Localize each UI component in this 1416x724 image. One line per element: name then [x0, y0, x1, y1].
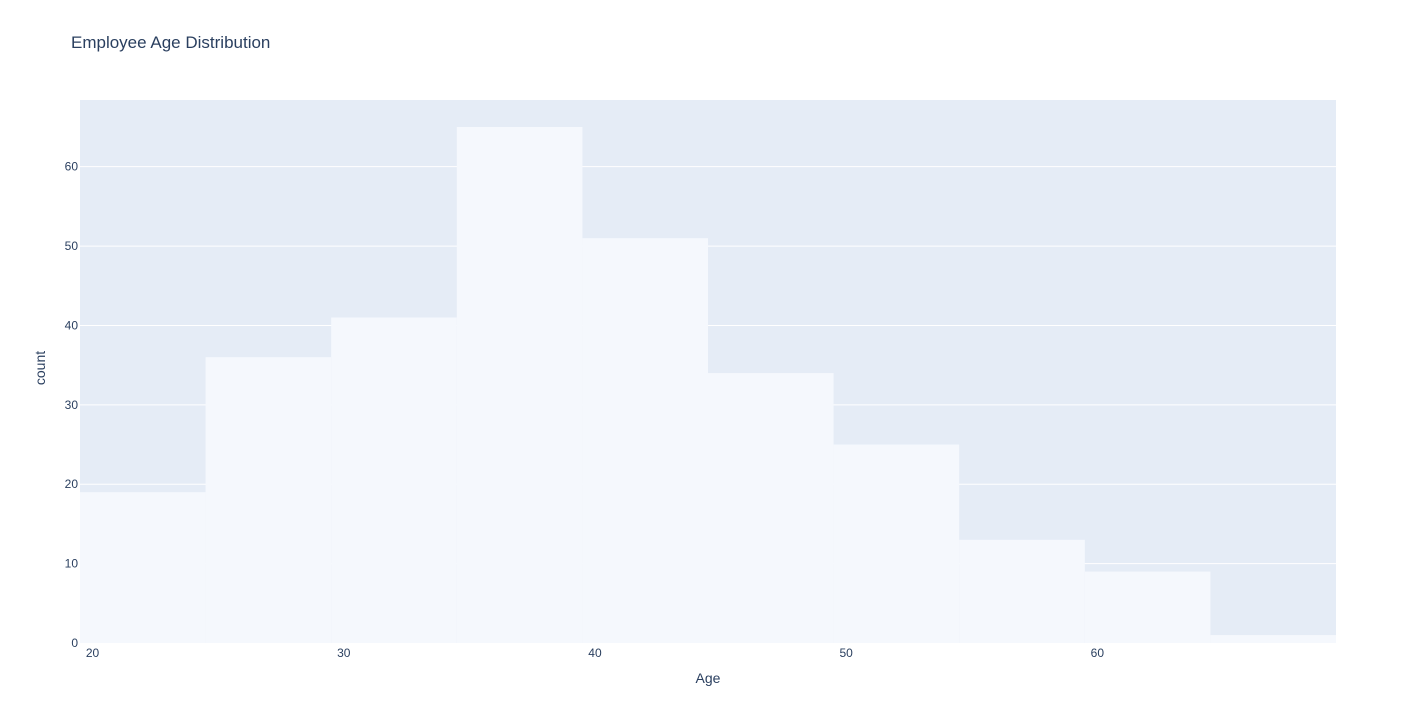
y-tick-label: 50 [65, 239, 79, 253]
histogram-bar[interactable] [582, 238, 708, 643]
y-tick-label: 10 [65, 557, 79, 571]
y-tick-label: 40 [65, 318, 79, 332]
x-axis-title: Age [695, 670, 721, 686]
bars-layer [80, 126, 1336, 644]
x-tick-label: 30 [337, 646, 351, 660]
y-tick-label: 0 [71, 636, 78, 650]
histogram-bar[interactable] [80, 492, 206, 643]
x-tick-label: 50 [839, 646, 853, 660]
histogram-bar[interactable] [959, 539, 1085, 643]
histogram-bar[interactable] [205, 357, 332, 643]
histogram-bar[interactable] [1210, 635, 1336, 643]
histogram-bar[interactable] [833, 444, 960, 643]
y-axis-title: count [32, 350, 48, 386]
y-tick-label: 30 [65, 398, 79, 412]
x-tick-label: 60 [1091, 646, 1105, 660]
y-tick-labels: 0 10 20 30 40 50 60 [65, 160, 79, 650]
x-tick-labels: 20 30 40 50 60 [86, 646, 1104, 660]
histogram-bar[interactable] [331, 317, 457, 643]
histogram-bar[interactable] [708, 373, 834, 643]
y-tick-label: 60 [65, 160, 79, 174]
x-tick-label: 40 [588, 646, 602, 660]
histogram-bar[interactable] [456, 126, 583, 644]
x-tick-label: 20 [86, 646, 100, 660]
histogram-bar[interactable] [1084, 571, 1211, 643]
y-tick-label: 20 [65, 477, 79, 491]
chart-title: Employee Age Distribution [71, 33, 271, 52]
